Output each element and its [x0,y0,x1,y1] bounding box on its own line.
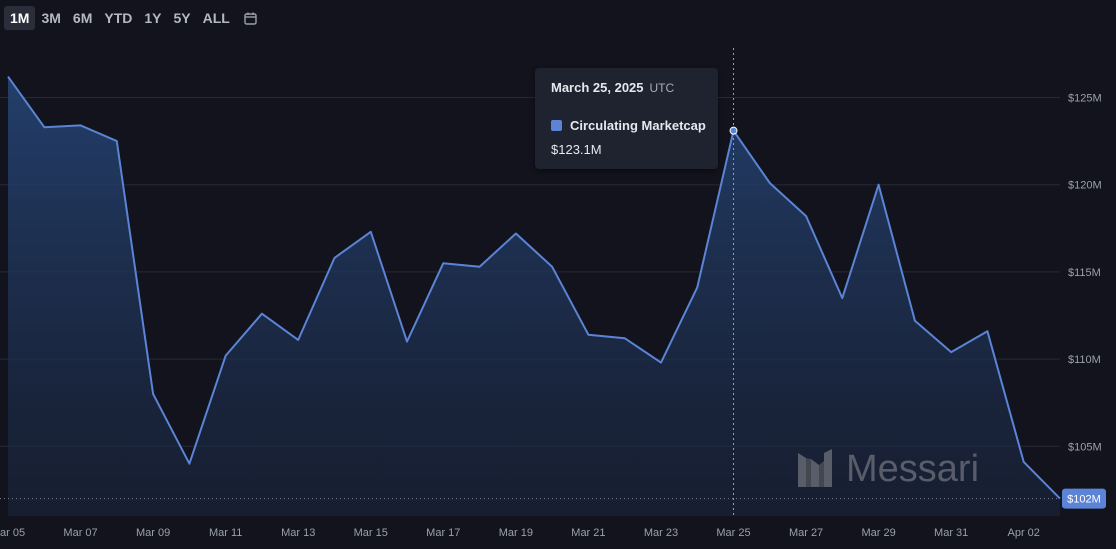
x-tick-label: Mar 29 [861,527,895,539]
x-tick-label: Mar 21 [571,527,605,539]
calendar-icon [244,12,257,25]
x-tick-label: Mar 09 [136,527,170,539]
range-option-1y[interactable]: 1Y [144,10,162,26]
x-tick-label: Mar 27 [789,527,823,539]
chart-tooltip: March 25, 2025 UTC Circulating Marketcap … [535,68,718,169]
x-tick-label: Mar 13 [281,527,315,539]
tooltip-timezone: UTC [649,81,675,95]
y-tick-label: $115M [1068,267,1101,279]
x-tick-label: Mar 17 [426,527,460,539]
range-option-3m[interactable]: 3M [41,10,61,26]
x-tick-label: ar 05 [0,527,25,539]
range-option-1m[interactable]: 1M [4,6,36,30]
series-swatch [551,120,562,131]
hover-marker [729,126,738,135]
current-value-label: $102M [1067,494,1101,506]
x-tick-label: Mar 19 [499,527,533,539]
tooltip-value: $123.1M [551,142,602,157]
series-line [7,76,1061,500]
time-range-selector: 1M 3M 6M YTD 1Y 5Y ALL [4,6,265,30]
area-fill [8,76,1060,516]
x-tick-label: Apr 02 [1008,527,1040,539]
x-tick-label: Mar 23 [644,527,678,539]
x-tick-label: Mar 07 [63,527,97,539]
y-tick-label: $105M [1068,441,1102,453]
calendar-button[interactable] [236,9,265,28]
range-option-6m[interactable]: 6M [72,10,93,26]
tooltip-date: March 25, 2025 UTC [551,80,675,95]
x-tick-label: Mar 11 [209,527,242,539]
x-tick-label: Mar 15 [354,527,388,539]
x-tick-label: Mar 25 [716,527,750,539]
y-tick-label: $110M [1068,354,1101,366]
tooltip-series-name: Circulating Marketcap [570,118,706,133]
watermark-text: Messari [846,447,980,490]
watermark: Messari [796,448,979,490]
tooltip-series: Circulating Marketcap [551,118,706,133]
y-tick-label: $120M [1068,180,1102,192]
range-option-ytd[interactable]: YTD [104,10,133,26]
current-value-badge [1062,488,1106,509]
range-option-all[interactable]: ALL [202,10,230,26]
range-option-5y[interactable]: 5Y [173,10,191,26]
y-tick-label: $125M [1068,93,1102,105]
x-tick-label: Mar 31 [934,527,968,539]
messari-logo-icon [798,449,832,487]
